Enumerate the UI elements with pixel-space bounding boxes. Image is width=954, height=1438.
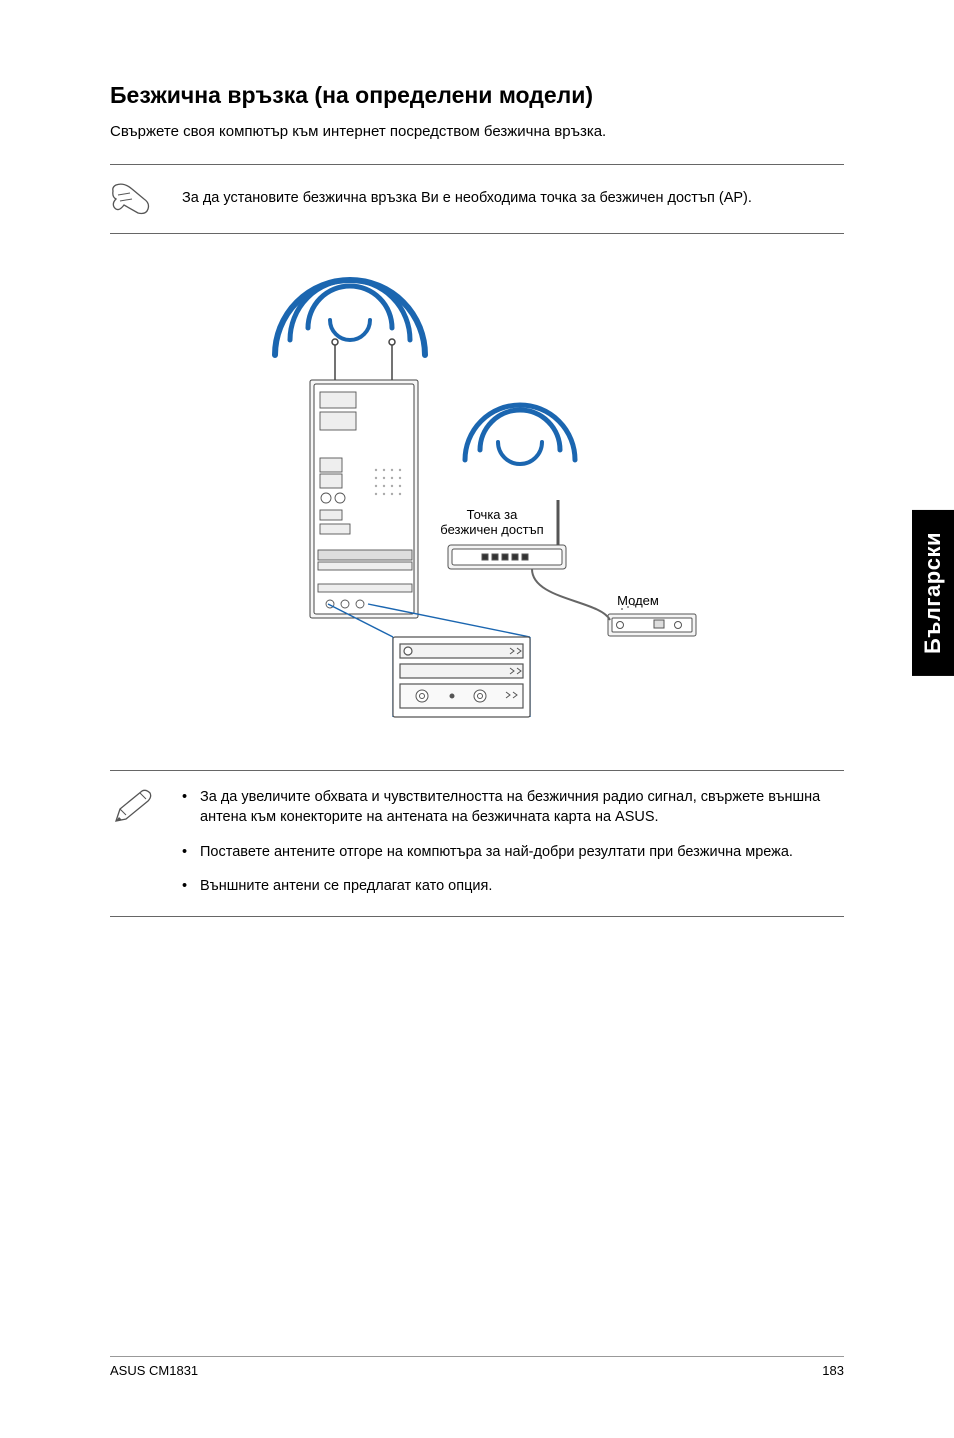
page-footer: ASUS CM1831 183 [110,1356,844,1378]
footer-product: ASUS CM1831 [110,1363,198,1378]
list-item: Външните антени се предлагат като опция. [182,876,844,896]
page-heading: Безжична връзка (на определени модели) [110,82,844,109]
hand-point-icon [110,179,154,219]
note-callout: За да установите безжична връзка Ви е не… [110,164,844,234]
pencil-icon [110,787,154,827]
ap-label: Точка за безжичен достъп [432,507,552,537]
list-item: Поставете антените отгоре на компютъра з… [182,842,844,862]
ap-label-line2: безжичен достъп [440,522,543,537]
modem-label: Модем [608,593,668,608]
tips-callout: За да увеличите обхвата и чувствителност… [110,770,844,917]
language-side-tab: Български [912,510,954,676]
ap-label-line1: Точка за [467,507,518,522]
footer-page-number: 183 [822,1363,844,1378]
note-text: За да установите безжична връзка Ви е не… [182,189,752,209]
list-item: За да увеличите обхвата и чувствителност… [182,787,844,828]
connection-diagram: Точка за безжичен достъп Модем [180,260,700,730]
intro-paragraph: Свържете своя компютър към интернет поср… [110,123,844,140]
tips-list: За да увеличите обхвата и чувствителност… [182,787,844,896]
